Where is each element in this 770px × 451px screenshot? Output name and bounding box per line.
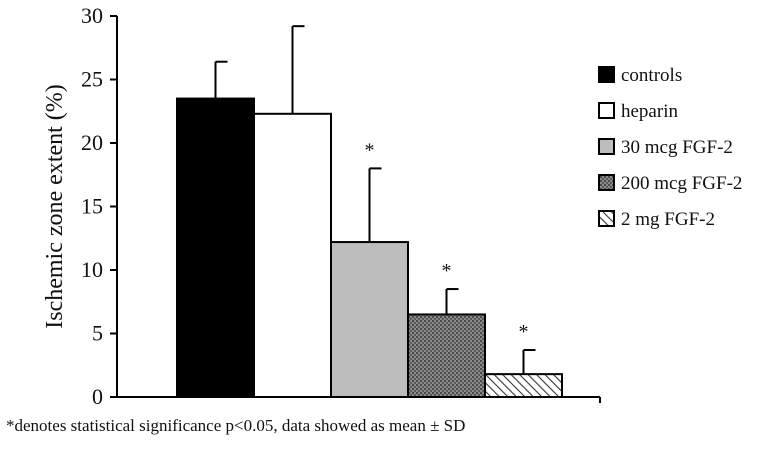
legend-swatch	[598, 210, 615, 227]
significance-marker: *	[365, 139, 375, 161]
legend-swatch	[598, 174, 615, 191]
y-tick-label: 10	[81, 257, 103, 282]
y-tick-label: 15	[81, 194, 103, 219]
legend-label: controls	[621, 65, 682, 86]
y-tick-label: 25	[81, 67, 103, 92]
legend-label: 2 mg FGF-2	[621, 209, 715, 230]
significance-marker: *	[519, 321, 529, 343]
legend-label: 200 mcg FGF-2	[621, 173, 742, 194]
footnote: *denotes statistical significance p<0.05…	[6, 416, 466, 435]
bar	[330, 241, 409, 398]
bar	[484, 373, 563, 399]
legend-swatch	[598, 138, 615, 155]
bar	[407, 313, 486, 399]
legend-label: 30 mcg FGF-2	[621, 137, 733, 158]
legend-label: heparin	[621, 101, 678, 122]
y-tick-label: 20	[81, 130, 103, 155]
y-tick-label: 30	[81, 3, 103, 28]
bar	[253, 112, 332, 398]
y-tick-label: 5	[92, 321, 103, 346]
legend-swatch	[598, 102, 615, 119]
bar	[176, 97, 255, 399]
legend-swatch	[598, 66, 615, 83]
significance-marker: *	[442, 260, 452, 282]
y-tick-label: 0	[92, 384, 103, 409]
y-axis-label: Ischemic zone extent (%)	[42, 84, 68, 329]
